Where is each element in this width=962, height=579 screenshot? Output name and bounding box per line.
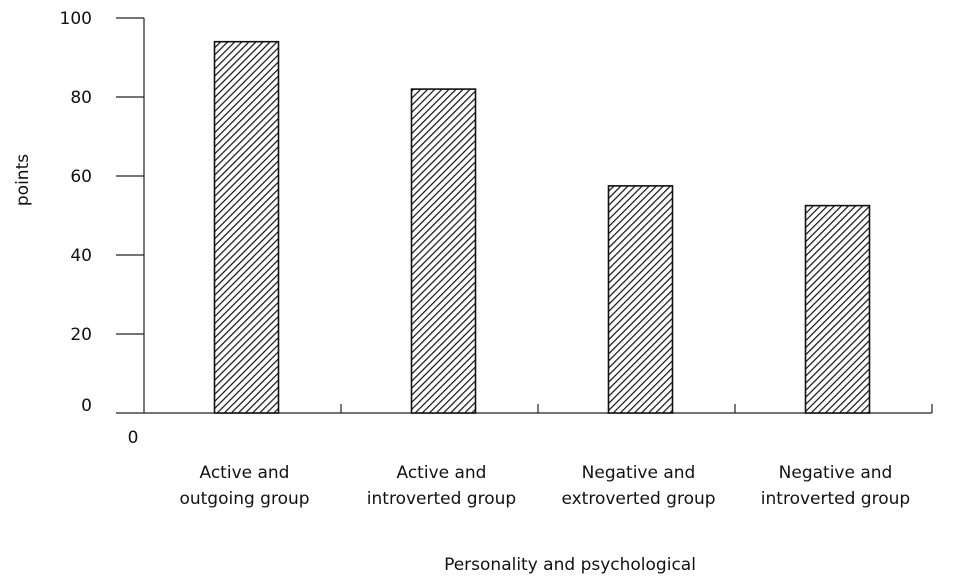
y-tick-label: 0 <box>81 396 92 416</box>
bar-3 <box>607 185 674 414</box>
y-ticks: 0 20 40 60 80 100 <box>60 9 144 416</box>
bar-2 <box>410 88 477 414</box>
y-tick-label: 40 <box>70 246 92 266</box>
x-category-label-line: Active and <box>200 463 290 483</box>
category-labels: Active and outgoing group Active and introv… <box>179 463 910 509</box>
y-tick-label: 20 <box>70 325 92 345</box>
x-category-label: Active and introverted group <box>367 463 516 509</box>
bar-1 <box>213 40 280 414</box>
x-category-label-line: Active and <box>397 463 487 483</box>
x-axis-title: Personality and psychological <box>444 555 696 574</box>
y-axis-title: points <box>13 154 33 206</box>
y-tick-label: 100 <box>60 9 92 29</box>
x-category-label: Negative and extroverted group <box>561 463 715 509</box>
x-category-label-line: introverted group <box>761 489 910 509</box>
y-tick-label: 60 <box>70 167 92 187</box>
x-category-label-line: outgoing group <box>179 489 309 509</box>
x-ticks <box>340 404 933 413</box>
x-category-label-line: extroverted group <box>561 489 715 509</box>
y-tick-label: 80 <box>70 88 92 108</box>
x-category-label-line: introverted group <box>367 489 516 509</box>
x-category-label-line: Negative and <box>582 463 696 483</box>
origin-label: 0 <box>128 428 139 448</box>
x-category-label: Active and outgoing group <box>179 463 309 509</box>
bars <box>213 40 871 414</box>
bar-4 <box>804 204 871 414</box>
x-category-label: Negative and introverted group <box>761 463 910 509</box>
x-category-label-line: Negative and <box>779 463 893 483</box>
